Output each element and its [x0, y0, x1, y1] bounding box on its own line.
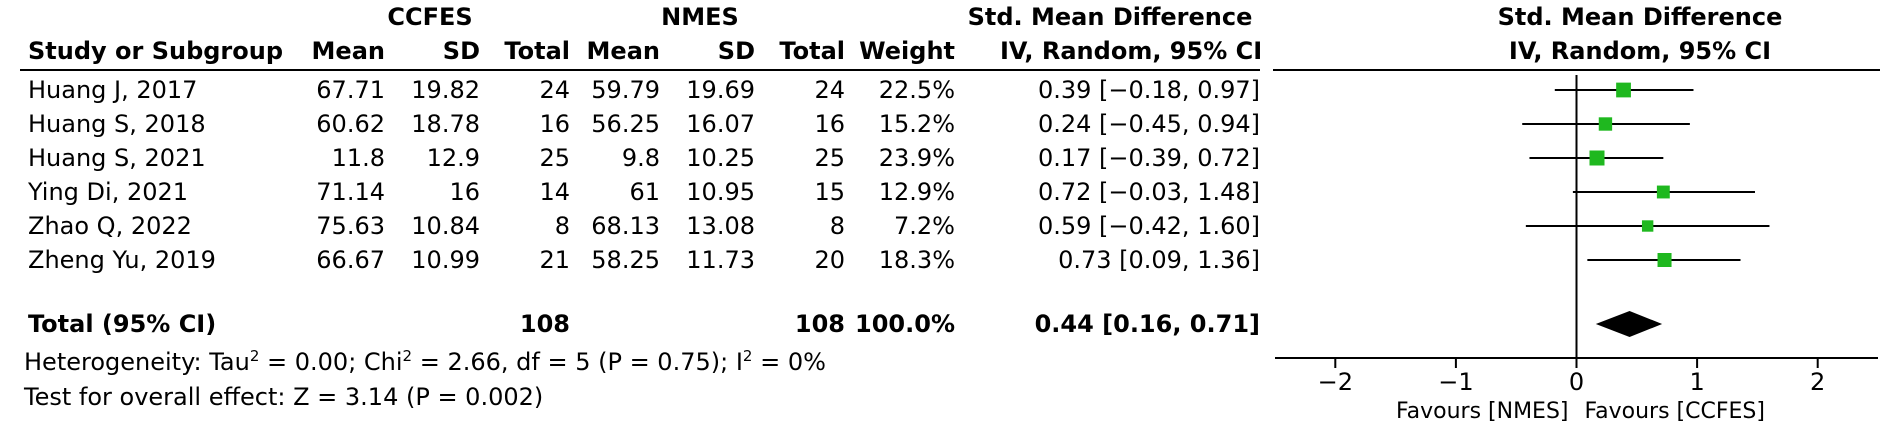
- heterogeneity-text: Heterogeneity: Tau2 = 0.00; Chi2 = 2.66,…: [24, 347, 826, 376]
- effect-marker: [1589, 150, 1605, 166]
- study-column-header: Study or Subgroup: [28, 37, 284, 65]
- ci-cell: 0.72 [−0.03, 1.48]: [1037, 178, 1260, 206]
- x-tick-label: −1: [1438, 368, 1473, 396]
- total1-cell: 21: [539, 246, 570, 274]
- ci-cell: 0.59 [−0.42, 1.60]: [1037, 212, 1260, 240]
- total2-cell: 16: [814, 110, 845, 138]
- sd1-cell: 12.9: [426, 144, 480, 172]
- group2-header: NMES: [661, 3, 739, 31]
- sd2-cell: 10.25: [686, 144, 755, 172]
- weight-cell: 18.3%: [878, 246, 955, 274]
- mean2-cell: 59.79: [591, 76, 660, 104]
- plot-method-header: IV, Random, 95% CI: [1508, 37, 1772, 65]
- favours-left-label: Favours [NMES]: [1396, 399, 1569, 424]
- mean2-header: Mean: [586, 37, 660, 65]
- weight-cell: 15.2%: [878, 110, 955, 138]
- plot-title: Std. Mean Difference: [1497, 3, 1783, 31]
- total2-header: Total: [779, 37, 845, 65]
- mean2-cell: 68.13: [591, 212, 660, 240]
- ci-cell: 0.24 [−0.45, 0.94]: [1037, 110, 1260, 138]
- x-tick-label: 1: [1689, 368, 1704, 396]
- weight-cell: 12.9%: [878, 178, 955, 206]
- ci-cell: 0.73 [0.09, 1.36]: [1058, 246, 1260, 274]
- effect-marker: [1657, 252, 1672, 268]
- total1-header: Total: [504, 37, 570, 65]
- effect-marker: [1641, 220, 1654, 232]
- effect-marker: [1598, 117, 1613, 131]
- weight-cell: 22.5%: [878, 76, 955, 104]
- sd1-cell: 19.82: [411, 76, 480, 104]
- total1-cell: 8: [554, 212, 570, 240]
- sd2-cell: 10.95: [686, 178, 755, 206]
- smd-column-title: Std. Mean Difference: [967, 3, 1253, 31]
- study-name: Zhao Q, 2022: [28, 212, 192, 240]
- total1-cell: 24: [539, 76, 570, 104]
- x-tick-label: 2: [1810, 368, 1825, 396]
- sd2-header: SD: [717, 37, 755, 65]
- total1-sum: 108: [519, 310, 570, 338]
- overall-effect-text: Test for overall effect: Z = 3.14 (P = 0…: [24, 383, 544, 411]
- sd1-cell: 16: [449, 178, 480, 206]
- total2-cell: 15: [814, 178, 845, 206]
- mean1-cell: 66.67: [316, 246, 385, 274]
- ci-cell: 0.39 [−0.18, 0.97]: [1037, 76, 1260, 104]
- mean2-cell: 56.25: [591, 110, 660, 138]
- mean2-cell: 9.8: [621, 144, 660, 172]
- total-label: Total (95% CI): [28, 310, 217, 338]
- weight-cell: 23.9%: [878, 144, 955, 172]
- x-tick-label: 0: [1569, 368, 1584, 396]
- effect-marker: [1656, 185, 1670, 199]
- sd2-cell: 19.69: [686, 76, 755, 104]
- mean1-cell: 60.62: [316, 110, 385, 138]
- mean1-cell: 75.63: [316, 212, 385, 240]
- method-header: IV, Random, 95% CI: [1000, 37, 1263, 65]
- pooled-diamond: [1595, 311, 1663, 337]
- total2-cell: 24: [814, 76, 845, 104]
- study-name: Huang J, 2017: [28, 76, 198, 104]
- plot-header-divider: [1273, 69, 1880, 71]
- group1-header: CCFES: [387, 3, 473, 31]
- study-name: Zheng Yu, 2019: [28, 246, 216, 274]
- total2-cell: 20: [814, 246, 845, 274]
- study-name: Huang S, 2021: [28, 144, 206, 172]
- sd2-cell: 13.08: [686, 212, 755, 240]
- ci-cell: 0.17 [−0.39, 0.72]: [1037, 144, 1260, 172]
- sd1-cell: 10.84: [411, 212, 480, 240]
- sd2-cell: 11.73: [686, 246, 755, 274]
- total2-sum: 108: [794, 310, 845, 338]
- total2-cell: 8: [829, 212, 845, 240]
- sd2-cell: 16.07: [686, 110, 755, 138]
- mean1-cell: 71.14: [316, 178, 385, 206]
- total1-cell: 14: [539, 178, 570, 206]
- weight-cell: 7.2%: [894, 212, 955, 240]
- mean1-header: Mean: [311, 37, 385, 65]
- header-divider: [20, 69, 1260, 71]
- weight-header: Weight: [859, 37, 955, 65]
- mean2-cell: 61: [629, 178, 660, 206]
- total1-cell: 25: [539, 144, 570, 172]
- sd1-cell: 10.99: [411, 246, 480, 274]
- mean2-cell: 58.25: [591, 246, 660, 274]
- study-name: Huang S, 2018: [28, 110, 206, 138]
- mean1-cell: 67.71: [316, 76, 385, 104]
- total2-cell: 25: [814, 144, 845, 172]
- sd1-cell: 18.78: [411, 110, 480, 138]
- mean1-cell: 11.8: [331, 144, 385, 172]
- total-ci: 0.44 [0.16, 0.71]: [1034, 310, 1260, 338]
- total1-cell: 16: [539, 110, 570, 138]
- study-name: Ying Di, 2021: [28, 178, 189, 206]
- effect-marker: [1616, 82, 1631, 98]
- sd1-header: SD: [442, 37, 480, 65]
- x-tick-label: −2: [1318, 368, 1353, 396]
- total-weight: 100.0%: [855, 310, 955, 338]
- favours-right-label: Favours [CCFES]: [1585, 399, 1765, 424]
